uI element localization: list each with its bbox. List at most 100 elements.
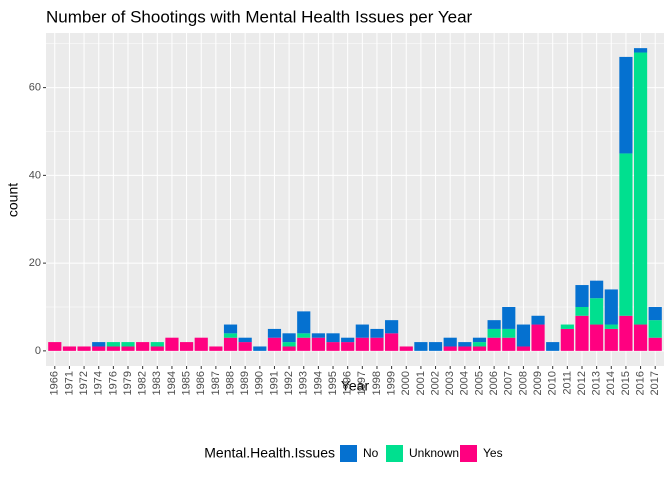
bar-segment — [238, 337, 252, 343]
bar-segment — [223, 337, 238, 351]
x-tick-label: 1979 — [122, 371, 134, 395]
bar-segment — [648, 320, 662, 338]
bar-segment — [487, 337, 501, 351]
x-tick-label: 1971 — [63, 371, 75, 395]
x-tick-label: 2017 — [649, 371, 661, 395]
bar-segment — [531, 315, 545, 325]
x-tick-label: 1995 — [327, 371, 339, 395]
bar-segment — [92, 342, 106, 347]
bar-segment — [223, 333, 238, 338]
x-tick-label: 2006 — [488, 371, 500, 395]
x-tick-label: 1988 — [224, 371, 236, 395]
x-tick-label: 2016 — [634, 371, 646, 395]
bar-segment — [48, 342, 62, 351]
x-tick-label: 2013 — [591, 371, 603, 395]
bar-segment — [282, 342, 296, 347]
bar-segment — [267, 328, 282, 338]
x-tick-label: 1966 — [49, 371, 61, 395]
y-tick-label: 20 — [29, 257, 41, 269]
bar-segment — [385, 333, 399, 351]
bar-segment — [297, 337, 311, 351]
x-tick-label: 1985 — [180, 371, 192, 395]
bar-segment — [487, 320, 501, 329]
bar-segment — [604, 328, 618, 351]
bar-segment — [560, 324, 574, 329]
bar-segment — [194, 337, 208, 351]
bar-segment — [560, 328, 574, 351]
bar-segment — [619, 153, 633, 316]
bar-segment — [92, 346, 106, 351]
bar-segment — [443, 346, 457, 351]
bar-segment — [106, 346, 120, 351]
x-tick-label: 1990 — [254, 371, 266, 395]
bar-segment — [77, 346, 91, 351]
x-tick-label: 2002 — [429, 371, 441, 395]
legend-label: Yes — [483, 446, 503, 460]
x-tick-label: 1972 — [78, 371, 90, 395]
y-tick-label: 0 — [35, 345, 41, 357]
x-tick-label: 1999 — [386, 371, 398, 395]
bar-segment — [516, 346, 531, 351]
bar-segment — [121, 342, 135, 347]
bar-segment — [150, 342, 164, 347]
y-axis-title: count — [5, 183, 21, 217]
bar-segment — [341, 342, 355, 351]
bar-segment — [414, 342, 428, 351]
bar-segment — [165, 337, 179, 351]
x-tick-label: 2014 — [605, 371, 617, 395]
bar-segment — [355, 324, 369, 338]
x-tick-label: 1989 — [239, 371, 251, 395]
legend-title: Mental.Health.Issues — [204, 445, 335, 461]
bar-segment — [472, 337, 487, 343]
bar-segment — [458, 342, 472, 347]
bar-segment — [648, 306, 662, 321]
x-tick-label: 1976 — [107, 371, 119, 395]
legend-swatch — [340, 445, 357, 462]
bar-segment — [590, 324, 604, 351]
x-tick-label: 1997 — [356, 371, 368, 395]
bar-segment — [458, 346, 472, 351]
bar-segment — [179, 342, 194, 351]
y-tick-label: 40 — [29, 169, 41, 181]
bar-segment — [370, 328, 384, 338]
bar-segment — [311, 337, 325, 351]
x-tick-label: 2003 — [444, 371, 456, 395]
bar-segment — [326, 342, 340, 351]
x-tick-label: 2000 — [400, 371, 412, 395]
legend-swatch — [460, 445, 477, 462]
bar-segment — [106, 342, 120, 347]
bar-segment — [575, 315, 589, 351]
bar-segment — [253, 346, 267, 351]
bar-segment — [604, 324, 618, 329]
bar-segment — [502, 328, 516, 338]
bar-segment — [648, 337, 662, 351]
bar-segment — [223, 324, 238, 334]
bar-segment — [267, 337, 282, 351]
x-tick-label: 2008 — [517, 371, 529, 395]
bar-segment — [370, 337, 384, 351]
x-tick-label: 1998 — [371, 371, 383, 395]
x-tick-label: 2012 — [576, 371, 588, 395]
bar-segment — [282, 333, 296, 343]
x-tick-label: 1974 — [93, 371, 105, 395]
x-tick-label: 2004 — [459, 371, 471, 395]
x-tick-label: 2005 — [473, 371, 485, 395]
bar-segment — [487, 328, 501, 338]
bar-segment — [633, 324, 648, 351]
bar-segment — [604, 289, 618, 325]
x-tick-label: 1991 — [268, 371, 280, 395]
bar-segment — [502, 306, 516, 329]
bar-segment — [590, 298, 604, 325]
legend-label: No — [363, 446, 379, 460]
bar-segment — [297, 333, 311, 338]
bar-segment — [282, 346, 296, 351]
x-tick-label: 1996 — [342, 371, 354, 395]
x-tick-label: 1986 — [195, 371, 207, 395]
bar-segment — [633, 48, 648, 53]
bar-segment — [121, 346, 135, 351]
bar-segment — [546, 342, 560, 351]
bar-segment — [502, 337, 516, 351]
x-tick-label: 1994 — [312, 371, 324, 395]
x-axis-title: Year — [341, 378, 370, 394]
